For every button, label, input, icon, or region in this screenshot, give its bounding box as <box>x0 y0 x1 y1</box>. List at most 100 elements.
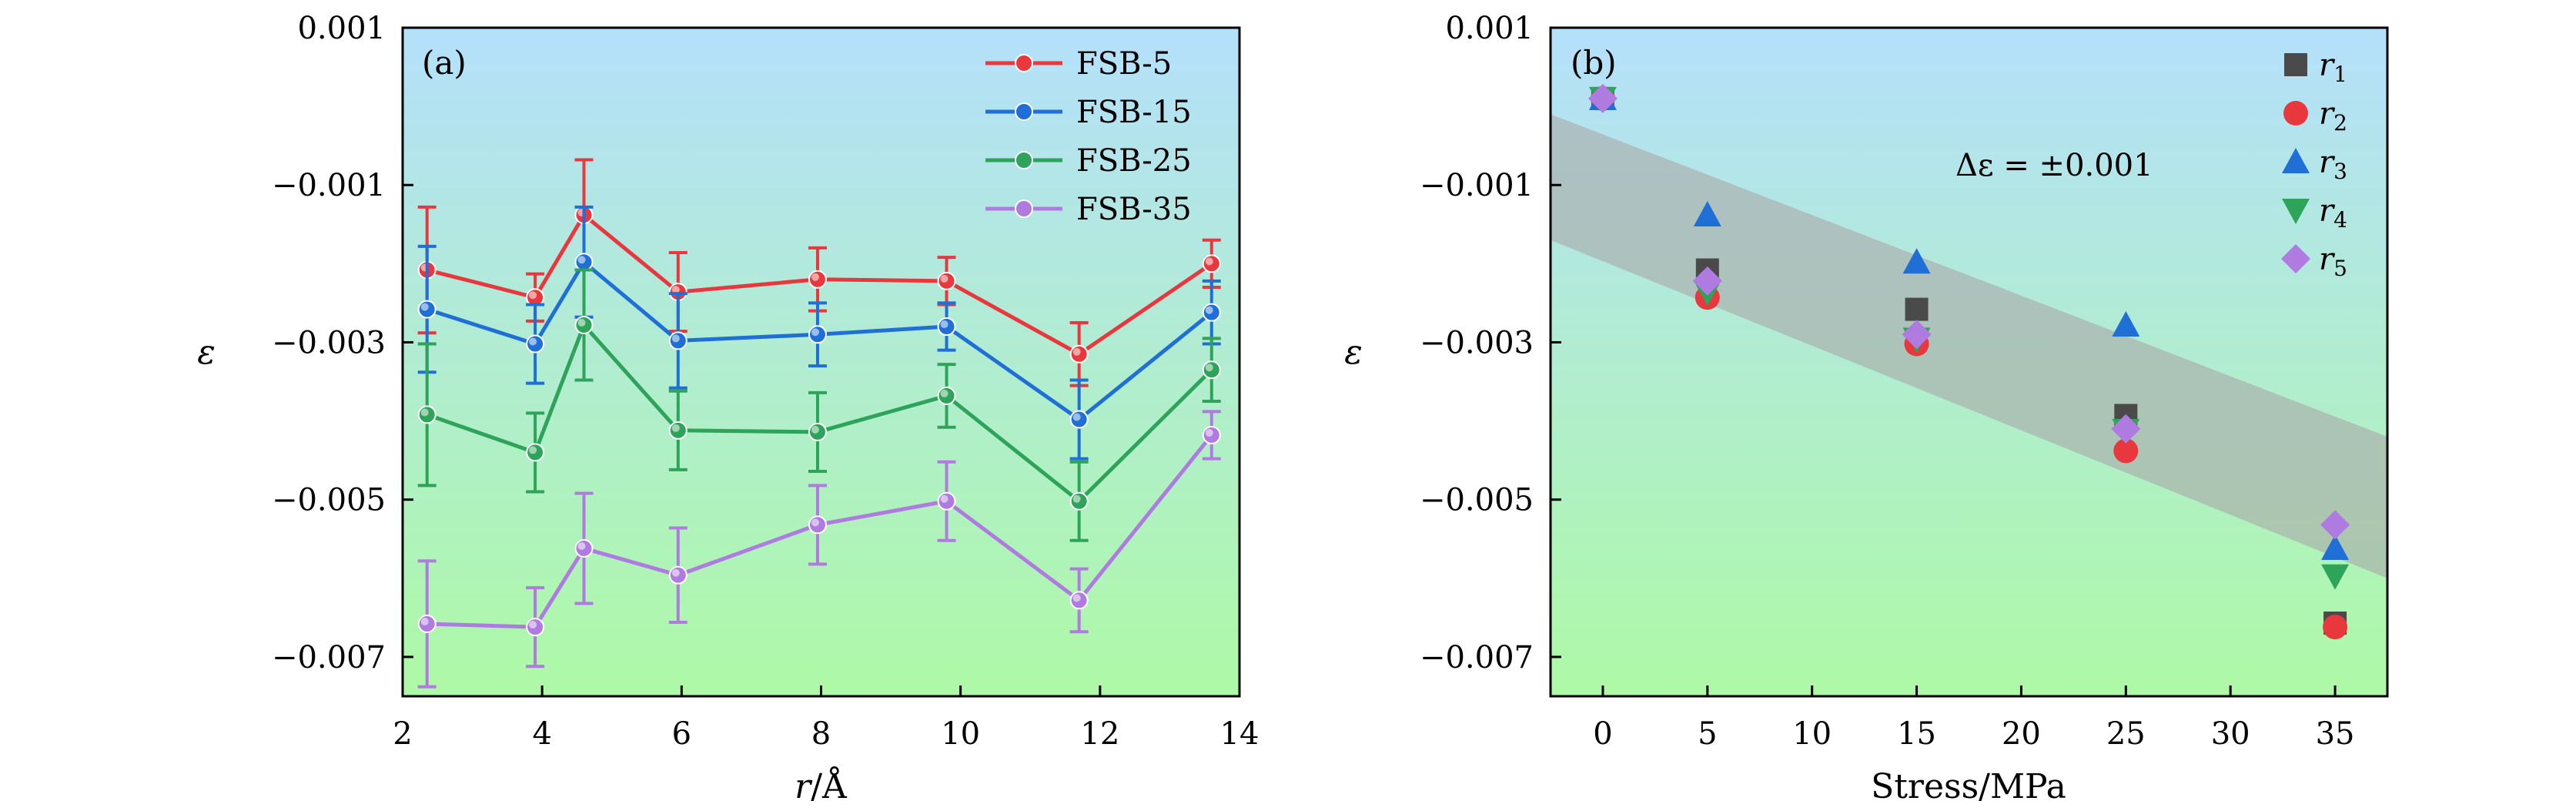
panel-b-annotation-text: Δε = ±0.001 <box>1955 148 2153 183</box>
panel-b-tolerance-band <box>1551 114 2387 578</box>
panel-a-y-tick-label: −0.001 <box>272 168 386 203</box>
data-point-r5 <box>2111 414 2141 444</box>
panel-a-line-chart: 2 4 6 8 10 12 140.001−0.001−0.003−0.005−0.007 … <box>197 11 1259 806</box>
data-point-r2 <box>2323 615 2348 640</box>
legend-label-r4: r4 <box>2319 193 2347 233</box>
data-point-highlight <box>940 494 948 503</box>
panel-a-y-tick-label: −0.003 <box>272 325 386 360</box>
legend-marker-r4 <box>2282 199 2310 224</box>
panel-a-axes: 2 4 6 8 10 12 14 0.001 −0.001 −0.003 −0.005 −0.007 <box>272 11 1259 752</box>
data-point-r5 <box>1692 266 1722 296</box>
data-point-highlight <box>529 621 537 629</box>
legend-marker-FSB-5 <box>1015 54 1033 72</box>
data-point-highlight <box>811 273 819 281</box>
panel-b-y-tick-label: −0.007 <box>1420 640 1534 675</box>
data-point-r1 <box>1905 297 1929 321</box>
data-point-r3 <box>2112 311 2140 337</box>
panel-a-plot-background <box>403 28 1239 696</box>
panel-a-x-tick-label: 4 <box>532 716 551 752</box>
data-point-highlight <box>940 389 948 397</box>
data-point-highlight <box>420 618 429 626</box>
panel-b-y-tick-label: −0.003 <box>1420 325 1534 360</box>
legend-label-FSB-5: FSB-5 <box>1076 46 1172 82</box>
panel-b-x-tick-label: 0 <box>1593 716 1612 752</box>
data-point-r3 <box>1693 201 1721 227</box>
data-point-highlight <box>577 256 586 264</box>
panel-b-series-group <box>1587 83 2350 640</box>
panel-a-y-tick-label: −0.005 <box>272 483 386 518</box>
data-point-highlight <box>940 274 948 283</box>
panel-b-y-tick-label: −0.005 <box>1420 483 1534 518</box>
panel-b-x-tick-label: 25 <box>2106 716 2146 752</box>
panel-a-x-tick-label: 12 <box>1080 716 1119 752</box>
legend-label-r1: r1 <box>2319 48 2347 87</box>
panel-b-label: (b) <box>1571 44 1617 82</box>
data-point-highlight <box>1072 494 1081 503</box>
legend-label-r2: r2 <box>2319 96 2347 136</box>
panel-a-x-axis-title: r/Å <box>795 766 848 806</box>
data-point-r3 <box>1902 248 1931 274</box>
legend-marker-r5 <box>2281 244 2310 273</box>
data-point-highlight <box>1205 428 1213 437</box>
data-point-highlight <box>671 424 680 432</box>
data-point-highlight <box>529 291 537 300</box>
panel-b-y-tick-label: −0.001 <box>1420 168 1534 203</box>
legend-marker-FSB-25 <box>1015 151 1033 169</box>
panel-b-x-tick-label: 30 <box>2211 716 2250 752</box>
data-point-highlight <box>577 319 586 327</box>
legend-marker-FSB-35 <box>1015 199 1033 218</box>
panel-a-label: (a) <box>422 44 467 82</box>
data-point-r5 <box>2320 510 2350 540</box>
data-point-highlight <box>420 408 429 417</box>
data-point-highlight <box>420 303 429 311</box>
panel-a-y-axis-title: ε <box>197 333 216 372</box>
panel-a-legend: FSB-5 FSB-15 FSB-25 FSB-35 <box>985 46 1192 227</box>
panel-b-x-tick-label: 15 <box>1897 716 1936 752</box>
panel-a-x-axis-title-text: r/Å <box>795 766 848 806</box>
panel-a-x-tick-label: 2 <box>393 716 412 752</box>
legend-label-FSB-25: FSB-25 <box>1076 143 1192 179</box>
panel-a-series-group <box>417 158 1221 689</box>
data-point-r3 <box>2321 535 2350 561</box>
panel-b-x-tick-label: 10 <box>1792 716 1832 752</box>
series-r5 <box>1587 83 2350 540</box>
data-point-highlight <box>811 425 819 434</box>
panel-b-y-tick-label: 0.001 <box>1445 11 1534 46</box>
data-point-highlight <box>671 568 680 577</box>
panel-a-y-tick-label: −0.007 <box>272 640 386 675</box>
data-point-highlight <box>1205 257 1213 266</box>
series-FSB-25 <box>417 268 1221 542</box>
series-line-FSB-5 <box>427 213 1213 357</box>
legend-marker-r3 <box>2282 148 2310 173</box>
data-point-r2 <box>2113 438 2139 464</box>
data-point-highlight <box>940 320 948 329</box>
panel-a-x-tick-label: 6 <box>672 716 691 752</box>
data-point-highlight <box>529 337 537 346</box>
legend-label-FSB-35: FSB-35 <box>1076 192 1192 227</box>
series-FSB-35 <box>417 410 1221 689</box>
series-FSB-15 <box>417 205 1221 461</box>
panel-b-x-tick-label: 20 <box>2002 716 2041 752</box>
data-point-r4 <box>2321 564 2350 590</box>
data-point-highlight <box>529 446 537 454</box>
panel-b-y-axis-title: ε <box>1344 333 1363 372</box>
panel-b-x-tick-label: 5 <box>1698 716 1717 752</box>
legend-label-r5: r5 <box>2319 242 2347 281</box>
panel-b-frame <box>1549 26 2389 698</box>
panel-b-axes: 0 5 10 15 20 25 30 35 0.001 −0.001 −0.003 −0.005 −0.… <box>1420 11 2355 752</box>
legend-marker-r1 <box>2284 53 2307 76</box>
legend-marker-r2 <box>2283 101 2308 126</box>
legend-label-FSB-15: FSB-15 <box>1076 95 1192 130</box>
data-point-highlight <box>811 328 819 337</box>
data-point-r5 <box>1902 320 1932 350</box>
data-point-highlight <box>1072 594 1081 602</box>
data-point-highlight <box>671 286 680 294</box>
panel-a-x-tick-label: 14 <box>1220 716 1260 752</box>
panel-a-y-tick-label: 0.001 <box>297 11 386 46</box>
data-point-highlight <box>1205 364 1213 372</box>
panel-b-x-tick-label: 35 <box>2316 716 2355 752</box>
data-point-highlight <box>811 518 819 527</box>
panel-a-x-tick-label: 8 <box>811 716 831 752</box>
panel-b-x-axis-title: Stress/MPa <box>1871 767 2066 806</box>
data-point-highlight <box>1205 306 1213 314</box>
